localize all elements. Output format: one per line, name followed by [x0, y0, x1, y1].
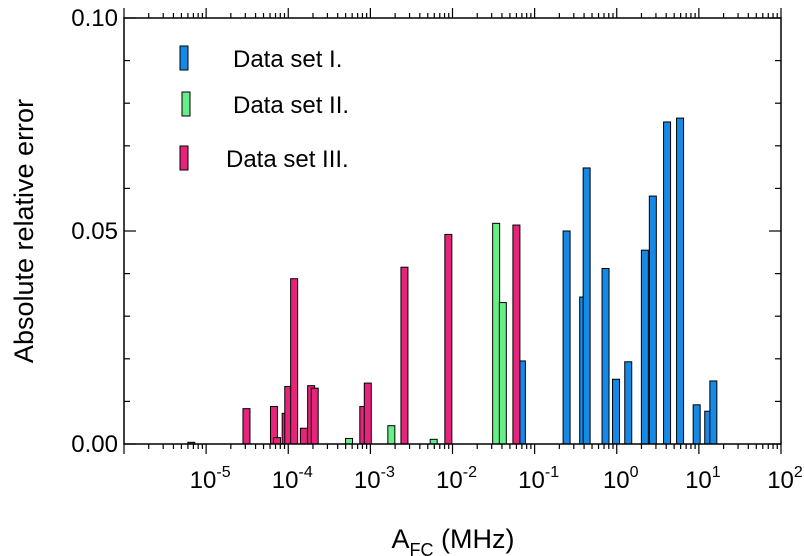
bar-series1-6	[612, 378, 621, 445]
bar-series1-12	[692, 404, 701, 445]
legend-label-1: Data set I.	[233, 46, 342, 73]
bar-series3-8	[299, 427, 308, 445]
legend-label-2: Data set II.	[233, 92, 349, 119]
x-axis-label: AFC (MHz)	[392, 524, 515, 556]
y-axis-label: Absolute relative error	[9, 99, 39, 363]
bar-series1-5	[601, 267, 610, 445]
x-tick-label: 10-4	[272, 464, 313, 494]
legend-swatch-2	[181, 91, 191, 117]
bar-series2-2	[387, 425, 396, 445]
bar-series1-10	[663, 121, 672, 445]
bar-series2-5	[498, 302, 507, 445]
bar-series3-10	[310, 387, 319, 445]
legend-swatch-1	[179, 45, 189, 71]
bar-series1-2	[562, 230, 571, 445]
bar-series2-1	[345, 437, 354, 445]
bar-series3-7	[290, 278, 299, 445]
x-tick-label: 102	[767, 464, 803, 494]
x-tick-label: 10-3	[354, 464, 395, 494]
y-tick-label: 0.05	[71, 218, 118, 245]
x-tick-label: 100	[603, 464, 639, 494]
x-tick-label: 101	[685, 464, 721, 494]
x-tick-label: 10-1	[518, 464, 559, 494]
x-tick-label: 10-5	[190, 464, 231, 494]
bar-series1-14	[709, 380, 718, 445]
y-tick-label: 0.10	[71, 5, 118, 32]
legend-label-3: Data set III.	[226, 146, 349, 173]
bar-series3-12	[363, 382, 372, 445]
bar-series2-4	[492, 222, 501, 445]
bar-series3-2	[242, 408, 251, 445]
bar-series3-13	[400, 266, 409, 445]
legend-swatch-3	[179, 145, 189, 171]
bar-series1-7	[624, 361, 633, 445]
y-tick-label: 0.00	[71, 431, 118, 458]
bar-series1-8	[640, 249, 649, 445]
bar-series1-4	[582, 167, 591, 445]
bar-series3-15	[512, 224, 521, 445]
bar-series1-11	[676, 117, 685, 445]
bar-series3-4	[273, 437, 282, 445]
bar-series3-14	[444, 233, 453, 445]
bar-series1-9	[648, 195, 657, 445]
x-tick-label: 10-2	[436, 464, 477, 494]
